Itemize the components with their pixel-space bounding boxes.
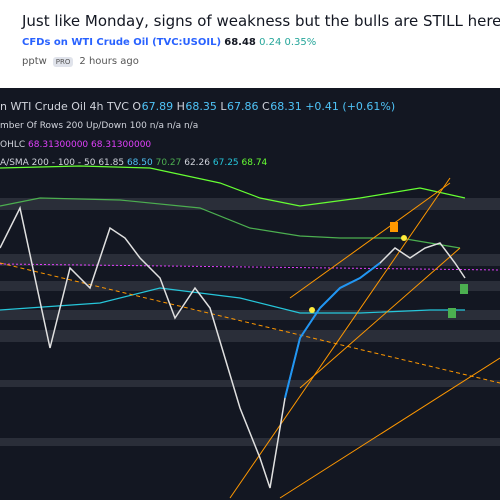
interval: 4h xyxy=(89,100,104,113)
vp-na: n/a n/a n/a xyxy=(149,121,199,131)
legend-value: 68.74 xyxy=(241,158,268,168)
legend-value: 68.31300000 xyxy=(28,140,89,150)
header: Just like Monday, signs of weakness but … xyxy=(0,0,500,88)
legend-value: 70.27 xyxy=(155,158,182,168)
trend-line xyxy=(279,357,500,499)
legend-value: 67.86 xyxy=(227,100,259,113)
legend-vp: mber Of Rows 200 Up/Down 100 n/a n/a n/a xyxy=(0,121,198,131)
sma-label: A/SMA 200 - 100 - 50 xyxy=(0,158,96,168)
trend-line xyxy=(0,262,500,384)
sma-line xyxy=(0,165,466,207)
legend-value: O xyxy=(132,100,142,113)
legend-value: 62.26 xyxy=(184,158,210,168)
marker xyxy=(309,307,315,313)
legend-ohlc: OHLC 68.31300000 68.31300000 xyxy=(0,140,151,150)
legend-value: 67.89 xyxy=(141,100,174,113)
change: 0.24 xyxy=(259,37,282,48)
legend-value: 61.85 xyxy=(98,158,125,168)
ohlc-values: 68.31300000 68.31300000 xyxy=(28,140,151,150)
legend-value: C xyxy=(262,100,270,113)
marker xyxy=(460,284,468,294)
ohlc: O 67.89 H 68.35 L 67.86 C 68.31 xyxy=(132,100,305,113)
badge: PRO xyxy=(52,57,74,67)
instrument: n WTI Crude Oil xyxy=(0,100,86,113)
chart xyxy=(0,88,500,500)
legend-value: 67.25 xyxy=(212,158,239,168)
change-pct: 0.35% xyxy=(284,37,317,48)
legend-value: H xyxy=(176,100,185,113)
legend-value: 68.35 xyxy=(185,100,217,113)
price-path xyxy=(0,205,466,489)
title[interactable]: Just like Monday, signs of weakness but … xyxy=(22,12,500,30)
sma-values: 61.85 68.50 70.27 62.26 67.25 68.74 xyxy=(98,158,267,168)
legend-value: 68.50 xyxy=(126,158,153,168)
price-path xyxy=(284,262,381,399)
sma-line xyxy=(0,287,465,314)
symbol[interactable]: CFDs on WTI Crude Oil (TVC:USOIL) xyxy=(22,37,222,48)
time: 2 hours ago xyxy=(79,56,139,67)
volume-bands xyxy=(0,198,500,446)
marker xyxy=(390,222,398,232)
ohlc-label: OHLC xyxy=(0,140,26,150)
sma-line xyxy=(0,197,461,249)
marker xyxy=(401,235,407,241)
legend-value: 68.31 xyxy=(270,100,302,113)
exchange: TVC xyxy=(106,100,129,113)
legend-sma: A/SMA 200 - 100 - 50 61.85 68.50 70.27 6… xyxy=(0,158,267,168)
author[interactable]: pptw xyxy=(22,56,47,67)
legend-value: L xyxy=(220,100,227,113)
legend-main: n WTI Crude Oil 4h TVC O 67.89 H 68.35 L… xyxy=(0,100,395,113)
author-line: pptw PRO 2 hours ago xyxy=(22,56,139,67)
marker xyxy=(448,308,456,318)
delta: +0.41 (+0.61%) xyxy=(305,100,396,113)
trend-line xyxy=(299,247,461,389)
trend-line xyxy=(289,182,451,299)
symbol-line: CFDs on WTI Crude Oil (TVC:USOIL) 68.48 … xyxy=(22,37,316,48)
level xyxy=(0,263,500,271)
price: 68.48 xyxy=(224,37,256,48)
legend-value: 68.31300000 xyxy=(91,140,152,150)
vp-label: mber Of Rows 200 Up/Down 100 xyxy=(0,121,147,131)
trend-line xyxy=(229,177,451,499)
